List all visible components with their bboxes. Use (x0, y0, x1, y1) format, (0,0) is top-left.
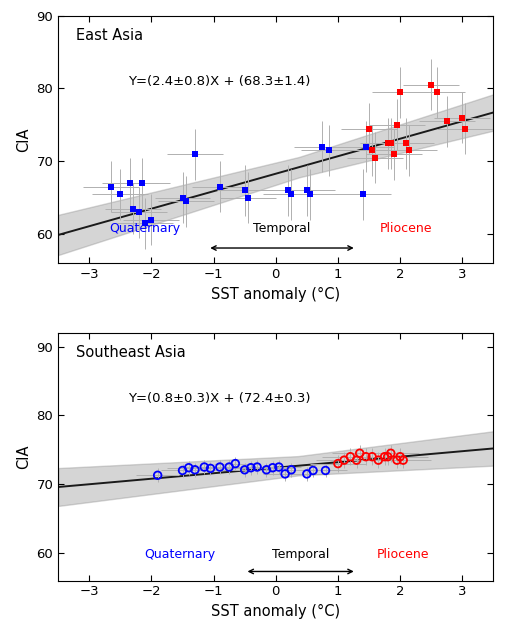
Point (405, 145, 413, 155)
Point (345, 451, 353, 461)
Text: Y=(0.8±0.3)X + (72.4±0.3): Y=(0.8±0.3)X + (72.4±0.3) (128, 392, 310, 406)
Text: East Asia: East Asia (75, 28, 142, 43)
Point (125, 178, 133, 188)
Point (287, 465, 295, 475)
Point (339, 455, 347, 465)
Point (138, 178, 146, 188)
Text: Temporal: Temporal (253, 222, 310, 235)
Point (355, 448, 363, 458)
Point (374, 455, 382, 465)
X-axis label: SST anomaly (°C): SST anomaly (°C) (211, 287, 340, 302)
X-axis label: SST anomaly (°C): SST anomaly (°C) (211, 604, 340, 619)
Point (181, 196, 189, 206)
Point (302, 469, 310, 479)
Point (324, 145, 332, 155)
Point (135, 207, 143, 217)
Point (200, 462, 208, 472)
Point (128, 204, 136, 214)
Point (358, 189, 366, 199)
Point (246, 463, 255, 473)
Point (225, 462, 233, 472)
Point (392, 120, 400, 130)
Text: Pliocene: Pliocene (376, 548, 429, 561)
Point (458, 112, 466, 122)
Point (306, 189, 314, 199)
Point (395, 451, 403, 461)
Point (364, 124, 372, 134)
Point (361, 142, 369, 152)
Point (318, 142, 326, 152)
Point (215, 182, 223, 192)
Point (280, 469, 288, 479)
Text: Quaternary: Quaternary (143, 548, 215, 561)
Text: Pliocene: Pliocene (379, 222, 432, 235)
Point (321, 466, 329, 476)
Point (401, 138, 410, 148)
Point (284, 186, 292, 196)
Text: Temporal: Temporal (271, 548, 329, 561)
Point (243, 193, 251, 202)
Point (432, 87, 440, 97)
Point (367, 145, 375, 155)
Point (190, 149, 198, 159)
Point (442, 116, 450, 126)
Point (392, 455, 400, 465)
Text: Y=(2.4±0.8)X + (68.3±1.4): Y=(2.4±0.8)X + (68.3±1.4) (128, 75, 310, 88)
Point (389, 149, 397, 159)
Point (333, 459, 341, 469)
Point (367, 451, 375, 461)
Point (141, 219, 149, 229)
Point (206, 463, 214, 473)
Point (380, 451, 388, 461)
Point (461, 124, 469, 134)
Text: Southeast Asia: Southeast Asia (75, 345, 185, 360)
Point (147, 215, 155, 225)
Point (383, 451, 391, 461)
Y-axis label: CIA: CIA (16, 445, 31, 469)
Point (268, 463, 276, 473)
Point (154, 470, 162, 480)
Point (371, 153, 379, 163)
Point (426, 80, 434, 90)
Point (215, 462, 223, 472)
Point (178, 193, 186, 202)
Point (184, 463, 192, 473)
Point (383, 138, 391, 148)
Point (231, 459, 239, 469)
Text: Quaternary: Quaternary (110, 222, 180, 235)
Point (178, 466, 186, 476)
Point (395, 87, 403, 97)
Point (116, 189, 124, 199)
Point (190, 465, 198, 475)
Point (398, 455, 407, 465)
Point (262, 465, 270, 475)
Point (240, 465, 248, 475)
Point (252, 462, 261, 472)
Point (309, 466, 317, 476)
Point (240, 186, 248, 196)
Point (352, 455, 360, 465)
Point (107, 182, 115, 192)
Y-axis label: CIA: CIA (16, 127, 31, 152)
Point (361, 451, 369, 461)
Point (386, 448, 394, 458)
Point (274, 462, 282, 472)
Point (287, 189, 295, 199)
Point (302, 186, 310, 196)
Point (386, 138, 394, 148)
